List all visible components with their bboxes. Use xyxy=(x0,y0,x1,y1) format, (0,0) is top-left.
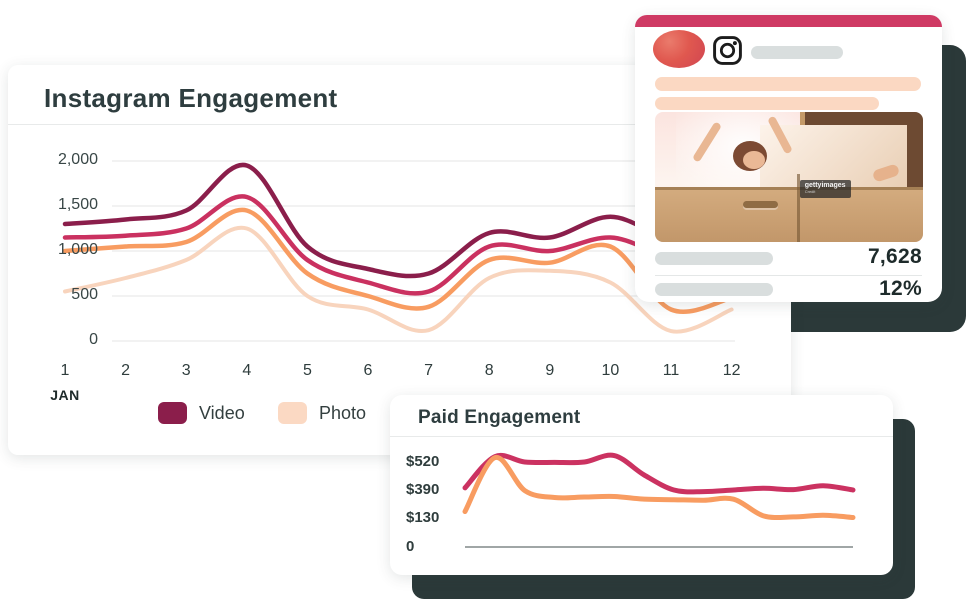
post-card-header-bar xyxy=(635,15,942,27)
x-axis-month-label: JAN xyxy=(50,387,80,403)
stat-value-rate: 12% xyxy=(879,277,922,300)
x-tick-label: 2 xyxy=(121,362,131,379)
photo-car-door-line xyxy=(797,174,801,242)
y-tick-label: 1,000 xyxy=(57,241,98,258)
x-tick-label: 4 xyxy=(242,362,252,379)
post-photo: gettyimages Credit xyxy=(655,112,923,242)
paid-y-tick-label: $130 xyxy=(406,509,440,526)
engagement-line-chart xyxy=(62,160,735,342)
legend-swatch xyxy=(278,402,307,424)
paid-y-tick-label: $520 xyxy=(406,453,440,470)
y-tick-label: 0 xyxy=(89,331,98,348)
legend-item: Photo xyxy=(278,401,366,425)
x-tick-label: 12 xyxy=(722,362,741,379)
instagram-post-card: gettyimages Credit 7,628 12% xyxy=(635,15,942,302)
paid-line-chart xyxy=(462,452,856,548)
caption-placeholder-bar-2 xyxy=(655,97,879,110)
username-placeholder-bar xyxy=(751,46,843,59)
main-card-divider xyxy=(8,124,791,125)
stat-divider xyxy=(655,275,922,276)
paid-engagement-card: Paid Engagement $520 $390 $130 0 xyxy=(390,395,893,575)
x-tick-label: 10 xyxy=(601,362,620,379)
x-tick-label: 11 xyxy=(662,362,680,379)
avatar xyxy=(653,30,705,68)
y-tick-label: 1,500 xyxy=(57,196,98,213)
legend-label: Video xyxy=(199,402,245,423)
instagram-icon xyxy=(713,36,742,65)
x-tick-label: 3 xyxy=(181,362,191,379)
x-tick-label: 6 xyxy=(363,362,373,379)
photo-car-body xyxy=(655,187,923,242)
y-tick-label: 500 xyxy=(71,286,98,303)
photo-car-door-handle xyxy=(743,201,779,209)
watermark-text: gettyimages xyxy=(804,181,846,189)
watermark-credit: Credit xyxy=(804,188,816,194)
main-card-title: Instagram Engagement xyxy=(44,83,338,113)
stat-label-placeholder-2 xyxy=(655,283,773,296)
x-tick-label: 9 xyxy=(545,362,555,379)
photo-woman-face xyxy=(743,151,766,169)
photo-watermark: gettyimages Credit xyxy=(799,179,851,198)
x-tick-label: 5 xyxy=(302,362,312,379)
paid-card-title: Paid Engagement xyxy=(418,407,581,428)
x-tick-label: 7 xyxy=(424,362,434,379)
x-tick-label: 8 xyxy=(484,362,494,379)
stat-value-likes: 7,628 xyxy=(867,245,922,268)
legend-label: Photo xyxy=(319,402,367,423)
caption-placeholder-bar-1 xyxy=(655,77,921,91)
paid-y-tick-label: 0 xyxy=(406,538,415,555)
legend-swatch xyxy=(158,402,187,424)
stat-label-placeholder-1 xyxy=(655,252,773,265)
paid-card-divider xyxy=(390,436,893,437)
x-tick-label: 1 xyxy=(60,362,70,379)
legend-item: Video xyxy=(158,401,245,425)
paid-y-tick-label: $390 xyxy=(406,481,440,498)
y-tick-label: 2,000 xyxy=(57,151,98,168)
